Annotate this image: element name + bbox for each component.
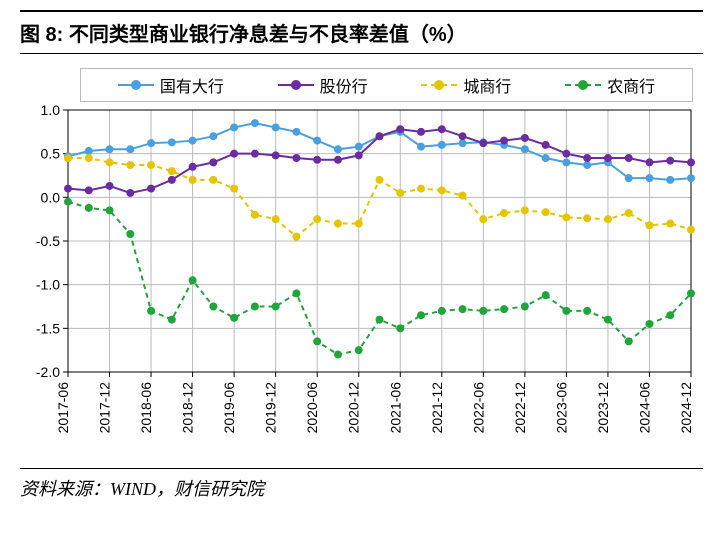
svg-text:-1.5: -1.5 [36, 320, 60, 336]
source-row: 资料来源：WIND，财信研究院 [20, 468, 703, 501]
legend-item: 城商行 [421, 73, 511, 97]
legend-swatch [565, 78, 601, 92]
svg-text:2017-06: 2017-06 [55, 382, 71, 434]
svg-text:1.0: 1.0 [41, 102, 61, 118]
svg-text:2024-06: 2024-06 [636, 382, 652, 434]
legend-swatch [278, 78, 314, 92]
svg-text:2020-06: 2020-06 [304, 382, 320, 434]
source-text: 资料来源：WIND，财信研究院 [20, 479, 264, 499]
legend-swatch [421, 78, 457, 92]
svg-text:2022-12: 2022-12 [512, 382, 528, 434]
chart-title: 图 8: 不同类型商业银行净息差与不良率差值（%） [20, 24, 467, 46]
svg-text:2022-06: 2022-06 [470, 382, 486, 434]
svg-text:2023-12: 2023-12 [595, 382, 611, 434]
legend-item: 农商行 [565, 73, 655, 97]
svg-text:2018-06: 2018-06 [138, 382, 154, 434]
title-row: 图 8: 不同类型商业银行净息差与不良率差值（%） [20, 10, 703, 54]
chart-area: 国有大行 股份行 城商行 农商行 -2.0 -1.5 -1.0 -0.5 0.0 0.5 1.0 2… [20, 62, 703, 462]
svg-text:2020-12: 2020-12 [346, 382, 362, 434]
legend-label: 城商行 [463, 73, 511, 97]
svg-text:2019-12: 2019-12 [263, 382, 279, 434]
svg-text:-1.0: -1.0 [36, 277, 60, 293]
legend-label: 股份行 [320, 73, 368, 97]
legend-item: 股份行 [278, 73, 368, 97]
svg-text:-0.5: -0.5 [36, 233, 60, 249]
svg-text:0.0: 0.0 [41, 189, 61, 205]
line-chart-svg: -2.0 -1.5 -1.0 -0.5 0.0 0.5 1.0 2017-06 2017-12 2… [20, 62, 703, 462]
svg-text:2017-12: 2017-12 [97, 382, 113, 434]
svg-text:2023-06: 2023-06 [553, 382, 569, 434]
figure-container: 图 8: 不同类型商业银行净息差与不良率差值（%） 国有大行 股份行 城商行 农商行 … [0, 0, 723, 543]
legend-label: 国有大行 [160, 73, 224, 97]
legend-label: 农商行 [607, 73, 655, 97]
svg-text:2024-12: 2024-12 [678, 382, 694, 434]
svg-text:2021-12: 2021-12 [429, 382, 445, 434]
svg-text:0.5: 0.5 [41, 146, 61, 162]
svg-text:2019-06: 2019-06 [221, 382, 237, 434]
svg-text:2018-12: 2018-12 [180, 382, 196, 434]
svg-text:2021-06: 2021-06 [387, 382, 403, 434]
legend-item: 国有大行 [118, 73, 224, 97]
legend: 国有大行 股份行 城商行 农商行 [80, 68, 693, 102]
svg-text:-2.0: -2.0 [36, 364, 60, 380]
legend-swatch [118, 78, 154, 92]
